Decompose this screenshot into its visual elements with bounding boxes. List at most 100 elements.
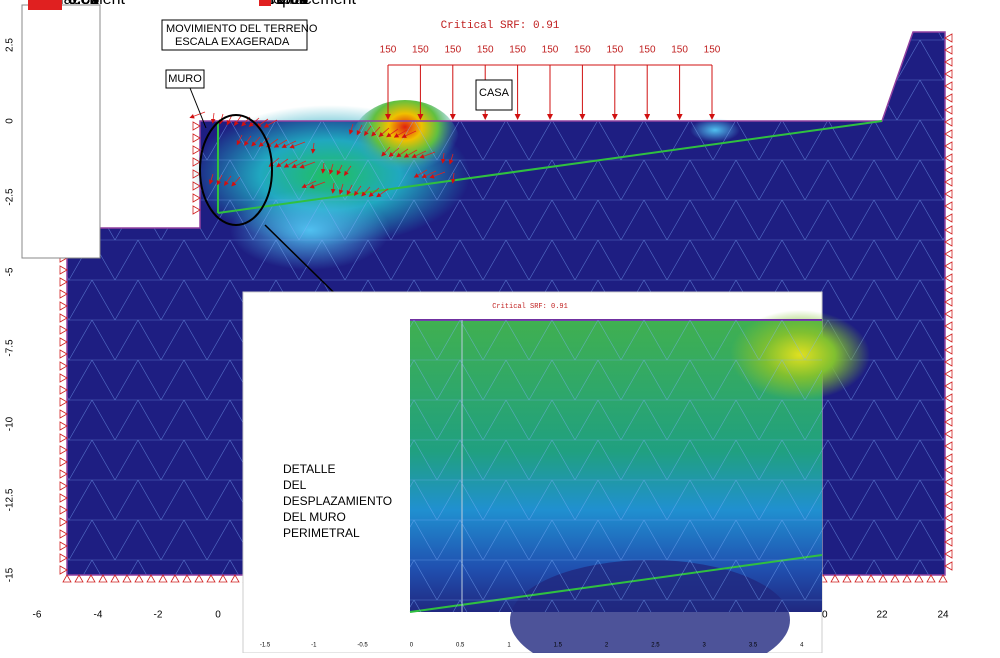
- load-label: 150: [606, 45, 623, 56]
- support: [59, 277, 68, 287]
- x-tick-label: 0: [215, 610, 221, 621]
- vector: [320, 162, 326, 174]
- vector: [448, 153, 454, 165]
- support: [192, 205, 201, 215]
- legend-title: Displacement: [28, 0, 125, 8]
- support: [59, 337, 68, 347]
- support: [59, 505, 68, 515]
- y-tick-label: 2.5: [5, 38, 16, 52]
- vector: [189, 111, 206, 119]
- vector: [338, 183, 344, 195]
- support: [944, 93, 953, 103]
- x-tick-label: -2: [154, 610, 163, 621]
- support: [944, 57, 953, 67]
- note-line: DEL MURO: [283, 510, 346, 524]
- support: [944, 561, 953, 571]
- support: [842, 574, 852, 583]
- legend-label: 0.00: [277, 0, 308, 8]
- inset-x-tick-label: -0.5: [357, 643, 368, 649]
- y-tick-label: -2.5: [5, 188, 16, 206]
- vector: [376, 188, 389, 198]
- vector: [289, 141, 306, 149]
- support: [944, 549, 953, 559]
- support: [59, 469, 68, 479]
- inset-x-tick-label: 3.5: [749, 643, 758, 649]
- note-line: DESPLAZAMIENTO: [283, 494, 392, 508]
- legend-label: 0.02: [68, 0, 99, 8]
- support: [110, 574, 120, 583]
- support: [944, 417, 953, 427]
- annotation-box: [161, 19, 308, 51]
- vector: [371, 126, 381, 137]
- inset-x-tick-label: 0: [410, 643, 414, 649]
- legend-label: 0.00: [68, 0, 99, 8]
- support: [878, 574, 888, 583]
- legend-swatch: [28, 0, 62, 10]
- load-label: 150: [639, 45, 656, 56]
- support: [59, 349, 68, 359]
- vector: [378, 127, 390, 137]
- support: [944, 465, 953, 475]
- y-tick-label: -15: [5, 567, 16, 582]
- support: [830, 574, 840, 583]
- support: [206, 574, 216, 583]
- vector: [226, 114, 233, 126]
- vectors: [189, 111, 456, 198]
- highlight: [199, 114, 273, 226]
- loads: 150 150 150 150 150 150 150 150 150 150 150: [380, 45, 721, 120]
- support: [59, 553, 68, 563]
- support: [944, 501, 953, 511]
- load-label: 150: [412, 45, 429, 56]
- inset-x-tick-label: -1: [311, 643, 317, 649]
- support: [59, 409, 68, 419]
- legend-items: TotalDisplacementm0.000.000.010.010.010.…: [28, 0, 125, 10]
- support: [86, 574, 96, 583]
- support: [59, 481, 68, 491]
- support: [59, 361, 68, 371]
- legend-label: 0.01: [68, 0, 99, 8]
- support: [59, 493, 68, 503]
- vector: [364, 125, 372, 136]
- support: [192, 145, 201, 155]
- support: [192, 157, 201, 167]
- support: [944, 105, 953, 115]
- vector: [258, 137, 270, 147]
- annotation: MURO: [168, 73, 202, 85]
- vector: [336, 164, 343, 176]
- support: [59, 541, 68, 551]
- support: [944, 453, 953, 463]
- legend-label: 0.05: [68, 0, 99, 8]
- support: [866, 574, 876, 583]
- note-line: DEL: [283, 478, 307, 492]
- legend-label: 0.04: [68, 0, 99, 8]
- legend-label: 0.03: [277, 0, 308, 8]
- support: [59, 313, 68, 323]
- vector: [348, 123, 354, 135]
- support: [926, 574, 936, 583]
- support: [944, 153, 953, 163]
- vector: [330, 182, 336, 194]
- legend-label: 0.01: [68, 0, 99, 8]
- support: [944, 537, 953, 547]
- support: [944, 273, 953, 283]
- support: [59, 301, 68, 311]
- legend-label: 0.03: [68, 0, 99, 8]
- legend-label: 0.02: [277, 0, 308, 8]
- support: [944, 225, 953, 235]
- support: [944, 165, 953, 175]
- support: [944, 429, 953, 439]
- load-label: 150: [380, 45, 397, 56]
- vector: [224, 175, 232, 186]
- support: [944, 213, 953, 223]
- support: [944, 489, 953, 499]
- vector: [361, 186, 371, 197]
- vector: [381, 146, 391, 157]
- load-label: 150: [444, 45, 461, 56]
- support: [944, 33, 953, 43]
- support: [192, 181, 201, 191]
- vector: [411, 150, 427, 158]
- support: [944, 69, 953, 79]
- y-tick-label: 0: [5, 118, 16, 124]
- support: [59, 565, 68, 575]
- y-tick-label: -5: [5, 267, 16, 276]
